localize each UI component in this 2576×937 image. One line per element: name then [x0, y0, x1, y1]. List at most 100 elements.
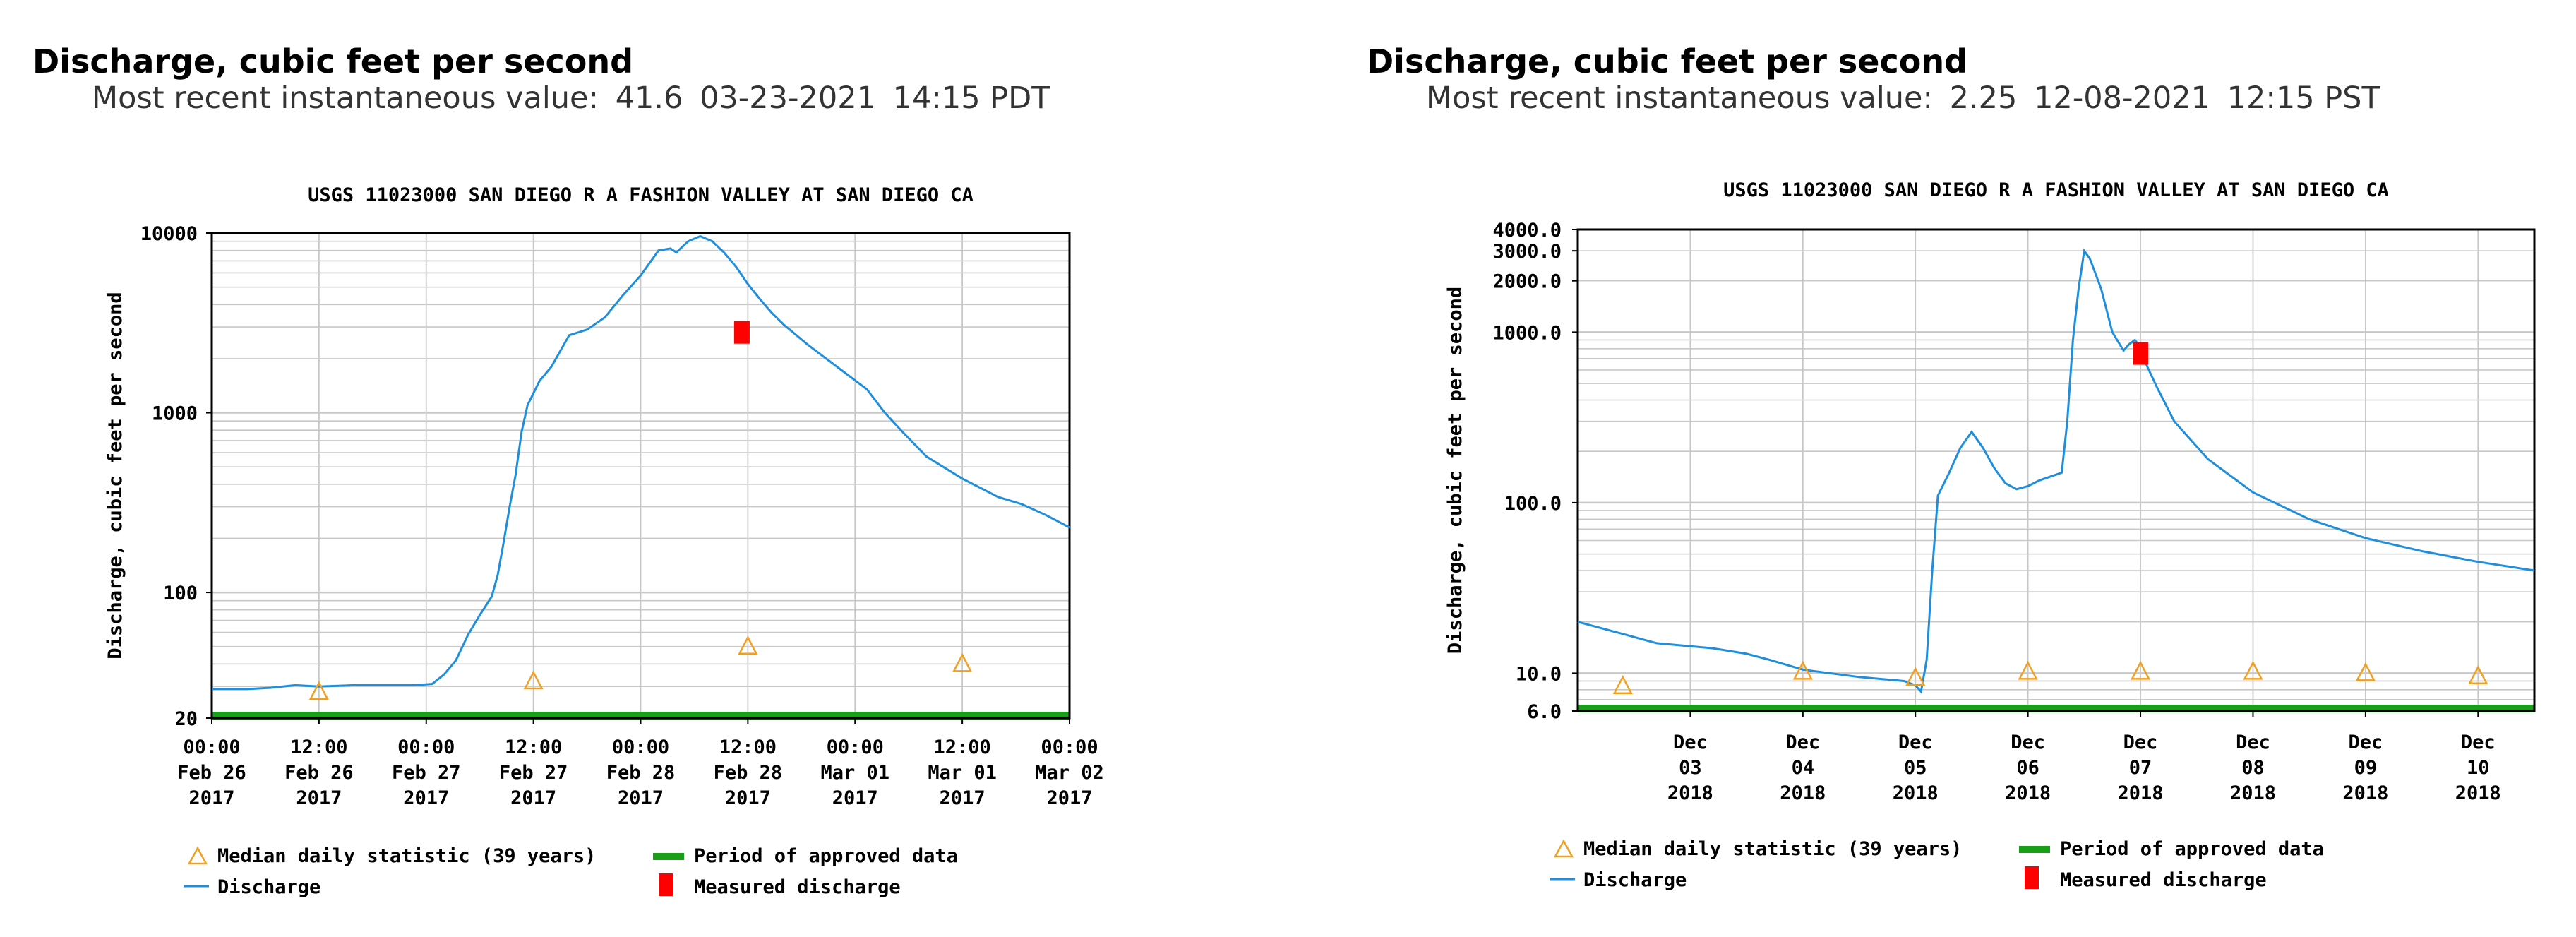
x-tick-label-line: 2017	[940, 787, 986, 809]
legend-discharge-label: Discharge	[1583, 869, 1687, 891]
median-point	[2355, 662, 2376, 681]
legend-approved-swatch	[653, 853, 684, 860]
chart-title: USGS 11023000 SAN DIEGO R A FASHION VALL…	[1723, 179, 2389, 201]
y-tick-label: 1000.0	[1492, 322, 1562, 344]
recent-value: 41.6	[615, 80, 683, 116]
median-point	[2018, 660, 2038, 680]
measured-point	[733, 321, 750, 344]
legend-approved-swatch	[2019, 846, 2050, 853]
plot-frame	[1576, 228, 2536, 712]
x-tick-label-line: Dec	[2461, 732, 2496, 753]
legend-discharge-label: Discharge	[217, 876, 320, 898]
chart-panel-left: Discharge, cubic feet per second Most re…	[0, 0, 1271, 937]
x-tick-label-line: Dec	[2348, 732, 2383, 753]
x-tick-label: 00:00 Mar 01 2017	[820, 736, 889, 809]
chart-panel-right: Discharge, cubic feet per second Most re…	[1334, 0, 2576, 937]
y-tick-label: 100.0	[1504, 493, 1562, 515]
x-tick-label-line: 2018	[2455, 782, 2501, 804]
x-tick-label: 00:00 Mar 02 2017	[1035, 736, 1104, 809]
x-tick-label-line: Dec	[2123, 732, 2158, 753]
recent-value: 2.25	[1949, 80, 2018, 116]
median-point	[2468, 665, 2488, 684]
legend-measured-swatch	[2025, 866, 2039, 889]
y-tick-label: 4000.0	[1492, 220, 1562, 241]
legend-measured-swatch	[659, 873, 673, 896]
discharge-chart-svg: USGS 11023000 SAN DIEGO R A FASHION VALL…	[1444, 179, 2536, 891]
y-axis-label: Discharge, cubic feet per second	[1444, 287, 1466, 654]
legend-approved-label: Period of approved data	[2060, 838, 2324, 860]
x-tick-label-line: 00:00	[827, 736, 884, 758]
chart-title: USGS 11023000 SAN DIEGO R A FASHION VALL…	[308, 184, 974, 206]
discharge-series-line	[1577, 248, 2535, 694]
approved-period-bar	[1578, 705, 2534, 712]
x-tick-label-line: 00:00	[183, 736, 240, 758]
y-tick-label: 3000.0	[1492, 241, 1562, 263]
median-point	[523, 670, 544, 690]
x-tick-label-line: 00:00	[612, 736, 669, 758]
y-tick-label: 1000	[152, 403, 198, 425]
x-tick-label-line: 10	[2467, 757, 2490, 779]
x-tick-label-line: 2018	[2230, 782, 2276, 804]
legend-measured-label: Measured discharge	[2060, 869, 2267, 891]
y-axis-label: Discharge, cubic feet per second	[104, 292, 126, 659]
x-tick-label-line: Mar 01	[820, 762, 889, 784]
x-tick-label: 12:00 Feb 26 2017	[284, 736, 354, 809]
x-tick-label: 12:00 Mar 01 2017	[928, 736, 997, 809]
x-tick-label: 00:00 Feb 26 2017	[177, 736, 246, 809]
median-point	[2130, 660, 2151, 680]
median-point	[1792, 660, 1813, 680]
x-tick-label: 12:00 Feb 27 2017	[499, 736, 568, 809]
x-tick-label-line: 09	[2354, 757, 2378, 779]
x-tick-label-line: 03	[1679, 757, 1702, 779]
x-tick-label: Dec 06 2018	[2005, 732, 2051, 804]
x-tick-label-line: 2018	[2005, 782, 2051, 804]
x-tick-label-line: Feb 26	[284, 762, 354, 784]
x-tick-label-line: 2018	[1893, 782, 1939, 804]
y-tick-label: 2000.0	[1492, 271, 1562, 293]
measured-point	[2133, 342, 2149, 365]
median-point	[738, 635, 758, 655]
recent-value-line: Most recent instantaneous value: 41.6 03…	[92, 80, 1058, 116]
recent-value-line: Most recent instantaneous value: 2.25 12…	[1426, 80, 2388, 116]
legend-median-label: Median daily statistic (39 years)	[217, 845, 596, 867]
recent-date: 03-23-2021	[700, 80, 876, 116]
legend-measured-label: Measured discharge	[694, 876, 901, 898]
x-tick-label-line: 07	[2129, 757, 2152, 779]
x-tick-label-line: 05	[1904, 757, 1927, 779]
legend-median-swatch	[1553, 839, 1574, 858]
x-tick-label-line: 12:00	[290, 736, 347, 758]
discharge-chart-svg: USGS 11023000 SAN DIEGO R A FASHION VALL…	[104, 184, 1104, 898]
x-tick-label-line: 2017	[618, 787, 664, 809]
grid	[211, 232, 1070, 719]
x-tick-label-line: 12:00	[933, 736, 990, 758]
x-tick-label-line: 2017	[403, 787, 449, 809]
recent-time: 14:15 PDT	[892, 80, 1050, 116]
grid	[1578, 229, 2534, 712]
x-tick-label: Dec 07 2018	[2118, 732, 2164, 804]
legend-median-label: Median daily statistic (39 years)	[1583, 838, 1962, 860]
x-tick-label: 00:00 Feb 27 2017	[392, 736, 461, 809]
x-tick-label-line: 2018	[2118, 782, 2164, 804]
x-tick-label-line: 2018	[1667, 782, 1713, 804]
legend: Median daily statistic (39 years) Period …	[184, 845, 958, 898]
x-tick-label-line: Feb 27	[392, 762, 461, 784]
median-point	[308, 681, 329, 700]
x-tick-label-line: Dec	[2236, 732, 2270, 753]
x-tick-label-line: 2017	[1046, 787, 1092, 809]
x-tick-label-line: 2018	[1780, 782, 1826, 804]
x-tick-label: Dec 08 2018	[2230, 732, 2276, 804]
x-tick-label-line: 2018	[2342, 782, 2388, 804]
x-tick-label-line: Dec	[1673, 732, 1708, 753]
legend: Median daily statistic (39 years) Period …	[1550, 838, 2324, 891]
x-tick-label-line: Feb 28	[714, 762, 783, 784]
median-point	[1905, 667, 1926, 686]
x-tick-label: 00:00 Feb 28 2017	[606, 736, 676, 809]
x-tick-label-line: Dec	[2011, 732, 2045, 753]
legend-approved-label: Period of approved data	[694, 845, 958, 867]
recent-date: 12-08-2021	[2034, 80, 2210, 116]
x-tick-label-line: Feb 28	[606, 762, 676, 784]
x-tick-label-line: Dec	[1785, 732, 1820, 753]
x-tick-label-line: 2017	[296, 787, 342, 809]
x-tick-label-line: 12:00	[505, 736, 562, 758]
x-tick-label-line: 2017	[832, 787, 878, 809]
